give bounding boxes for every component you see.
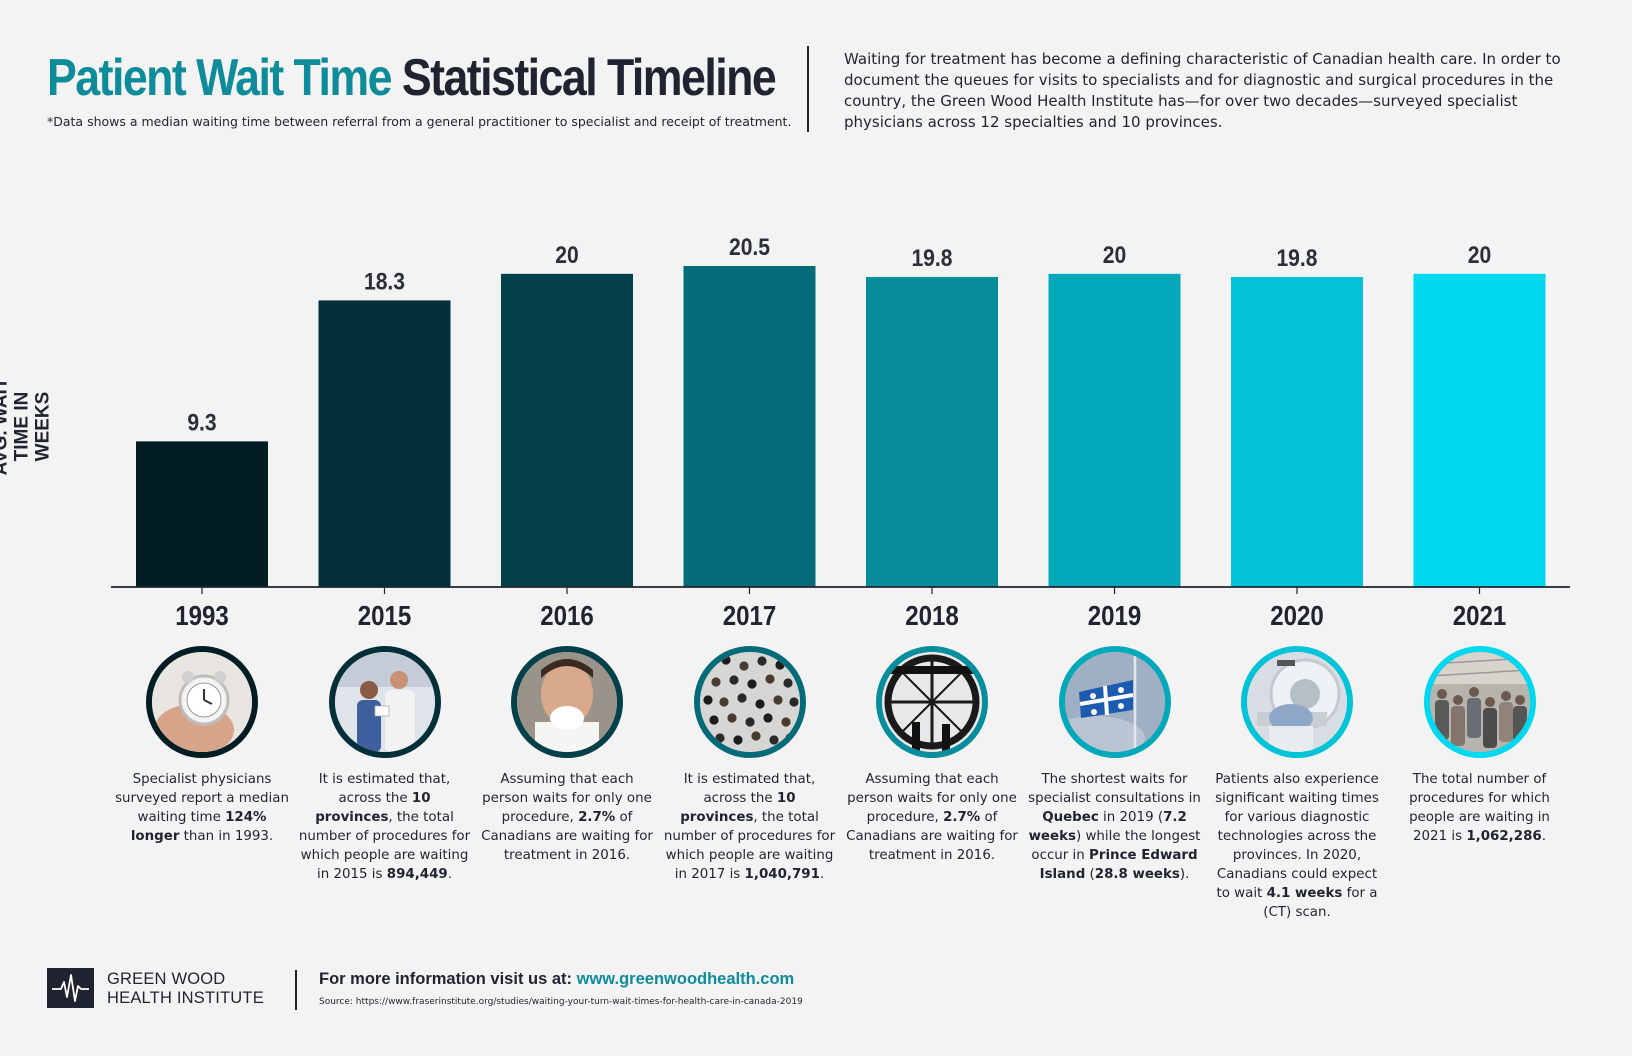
bar-2015 [318,300,451,587]
value-label: 19.8 [911,245,952,272]
ct-scanner-photo [1241,646,1353,758]
timeline-description: Assuming that each person waits for only… [481,772,653,863]
x-tick-label: 2016 [540,599,594,631]
timeline-description: It is estimated that, across the 10 prov… [663,772,836,882]
bar-2021 [1413,273,1546,587]
header-divider [807,46,809,132]
timeline-item: It is estimated that, across the 10 prov… [659,646,841,884]
timeline-item: The total number of procedures for which… [1389,646,1571,846]
bar-1993 [136,441,268,587]
x-tick-label: 2018 [905,599,959,631]
bar-2020 [1231,276,1363,587]
bar-chart: 9.3199318.3201520201620.5201719.82018202… [111,234,1570,631]
logo-mark [47,968,94,1008]
value-label: 18.3 [364,268,405,295]
intro-paragraph: Waiting for treatment has become a defin… [844,50,1561,131]
logo-text: GREEN WOOD HEALTH INSTITUTE [107,970,264,1008]
x-tick-label: 2021 [1453,599,1507,631]
more-info-label: For more information visit us at: [319,970,577,988]
value-label: 20 [1468,242,1491,269]
clock-window-photo [876,646,988,758]
doctors-photo [328,646,441,758]
timeline-description: Assuming that each person waits for only… [846,772,1018,863]
title-dark: Statistical Timeline [401,49,777,107]
timeline-item: Assuming that each person waits for only… [841,646,1023,865]
footer: GREEN WOOD HEALTH INSTITUTE For more inf… [47,966,1547,1014]
more-info: For more information visit us at: www.gr… [319,970,794,989]
timeline-item: Assuming that each person waits for only… [476,646,658,865]
x-tick-label: 2020 [1270,599,1324,631]
alarm-clock-photo [146,646,258,758]
x-tick-label: 1993 [175,599,229,631]
bar-2018 [866,276,998,587]
timeline-item: Specialist physicians surveyed report a … [111,646,293,846]
bar-2016 [501,273,633,587]
heartbeat-icon [52,974,89,1002]
bar-2017 [683,266,816,587]
sick-person-photo [511,646,623,758]
quebec-flag-photo [1058,646,1171,758]
footer-divider [295,970,297,1010]
bar-2019 [1048,273,1181,587]
crowd-photo [693,646,806,758]
logo-line-1: GREEN WOOD [107,970,226,988]
timeline-item: It is estimated that, across the 10 prov… [294,646,476,884]
value-label: 20.5 [729,234,770,261]
page-title: Patient Wait Time Statistical Timeline [47,48,777,108]
timeline-description: The shortest waits for specialist consul… [1028,772,1201,882]
title-accent: Patient Wait Time [47,49,392,107]
timeline-description: It is estimated that, across the 10 prov… [298,772,471,882]
website-link[interactable]: www.greenwoodhealth.com [576,970,795,988]
value-label: 20 [555,242,578,269]
source-citation: Source: https://www.fraserinstitute.org/… [319,997,803,1007]
timeline-description: The total number of procedures for which… [1409,772,1550,844]
value-label: 19.8 [1276,245,1317,272]
timeline-description: Specialist physicians surveyed report a … [115,772,289,844]
value-label: 20 [1103,242,1126,269]
logo-line-2: HEALTH INSTITUTE [107,989,264,1007]
value-label: 9.3 [187,409,216,436]
timeline-item: The shortest waits for specialist consul… [1024,646,1206,884]
x-tick-label: 2015 [358,599,412,631]
x-tick-label: 2017 [723,599,777,631]
busy-station-photo [1423,646,1536,758]
x-tick-label: 2019 [1088,599,1142,631]
data-note: *Data shows a median waiting time betwee… [47,114,792,129]
timeline-description: Patients also experience significant wai… [1215,772,1379,920]
header: Patient Wait Time Statistical Timeline *… [47,44,1592,136]
timeline-item: Patients also experience significant wai… [1206,646,1388,922]
